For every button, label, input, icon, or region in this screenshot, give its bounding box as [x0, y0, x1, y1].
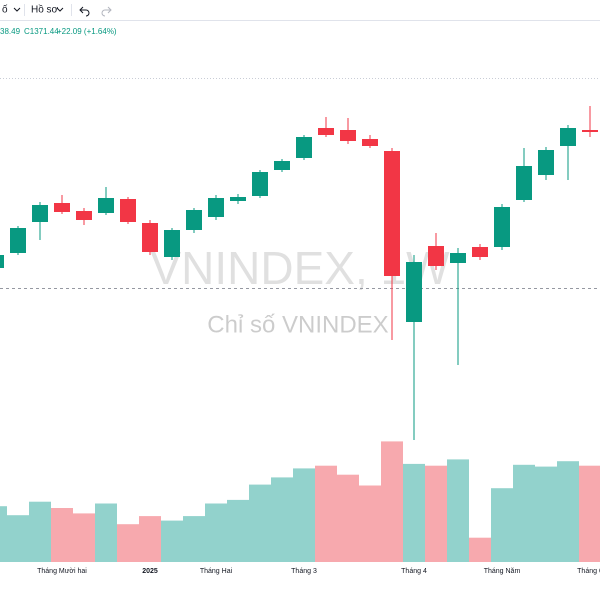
volume-bar [117, 524, 139, 562]
candle-body [516, 166, 532, 200]
x-tick-label: Tháng Hai [200, 568, 233, 575]
candle-body [560, 128, 576, 146]
volume-bar [139, 516, 161, 562]
volume-bar [227, 499, 249, 562]
candle-body [208, 198, 224, 217]
x-tick-label: Tháng 6 [577, 568, 600, 575]
candle-body [10, 228, 26, 253]
volume-bar [557, 461, 579, 562]
x-tick-label: Tháng 3 [291, 568, 317, 575]
toolbar-item[interactable]: Hồ sơ [31, 4, 59, 16]
volume-bar [51, 508, 73, 562]
volume-bar [579, 465, 600, 562]
candle-body [0, 255, 4, 268]
candle-body [362, 139, 378, 146]
time-axis: Tháng Mười hai 2025 Tháng Hai Tháng 3 Tháng … [37, 568, 600, 575]
candle-body [296, 137, 312, 158]
volume-bar [403, 463, 425, 562]
dropdown-icon [56, 7, 64, 12]
x-tick-label: Tháng Năm [484, 568, 521, 575]
candle-body [472, 247, 488, 257]
volume-layer [0, 441, 600, 562]
dropdown-icon [13, 7, 21, 12]
candle-layer [0, 106, 598, 440]
volume-bar [7, 515, 29, 562]
candle-body [450, 253, 466, 263]
volume-bar [249, 484, 271, 562]
volume-bar [73, 513, 95, 562]
candle-body [406, 262, 422, 322]
candle-body [164, 230, 180, 257]
candle-body [538, 150, 554, 175]
volume-bar [535, 466, 557, 562]
candle-body [120, 199, 136, 222]
undo-icon[interactable] [79, 6, 90, 17]
volume-bar [315, 465, 337, 562]
candle-body [494, 207, 510, 247]
candle-body [98, 198, 114, 213]
volume-bar [425, 465, 447, 562]
volume-bar [293, 468, 315, 562]
volume-bar [469, 537, 491, 562]
volume-bar [183, 516, 205, 562]
x-tick-label: 2025 [142, 568, 158, 575]
watermark-subtitle: Chỉ số VNINDEX [207, 311, 388, 338]
legend-open: 38.49 [0, 27, 21, 36]
candle-body [428, 246, 444, 266]
volume-bar [95, 503, 117, 562]
volume-bar [0, 506, 7, 562]
toolbar-item[interactable]: ố [2, 4, 8, 16]
volume-bar [337, 474, 359, 562]
volume-bar [381, 441, 403, 562]
volume-bar [29, 501, 51, 562]
candle-body [32, 205, 48, 222]
volume-bar [271, 477, 293, 562]
candle-body [274, 161, 290, 170]
candle-body [54, 203, 70, 212]
candle-body [142, 223, 158, 252]
watermark-title: VNINDEX, 1W [150, 242, 450, 294]
candle-body [340, 130, 356, 141]
candle-body [76, 211, 92, 220]
redo-icon[interactable] [101, 6, 112, 17]
volume-bar [513, 464, 535, 562]
volume-bar [447, 459, 469, 562]
x-tick-label: Tháng Mười hai [37, 568, 87, 575]
legend-close: C1371.44 [24, 27, 59, 36]
volume-bar [205, 503, 227, 562]
candle-body [186, 210, 202, 230]
volume-bar [491, 488, 513, 562]
legend-change: +22.09 (+1.64%) [57, 27, 117, 36]
volume-bar [161, 520, 183, 562]
candle-body [318, 128, 334, 135]
volume-bar [359, 485, 381, 562]
candle-body [384, 151, 400, 276]
x-tick-label: Tháng 4 [401, 568, 427, 575]
candle-body [230, 197, 246, 201]
candle-body [582, 130, 598, 132]
candle-body [252, 172, 268, 196]
